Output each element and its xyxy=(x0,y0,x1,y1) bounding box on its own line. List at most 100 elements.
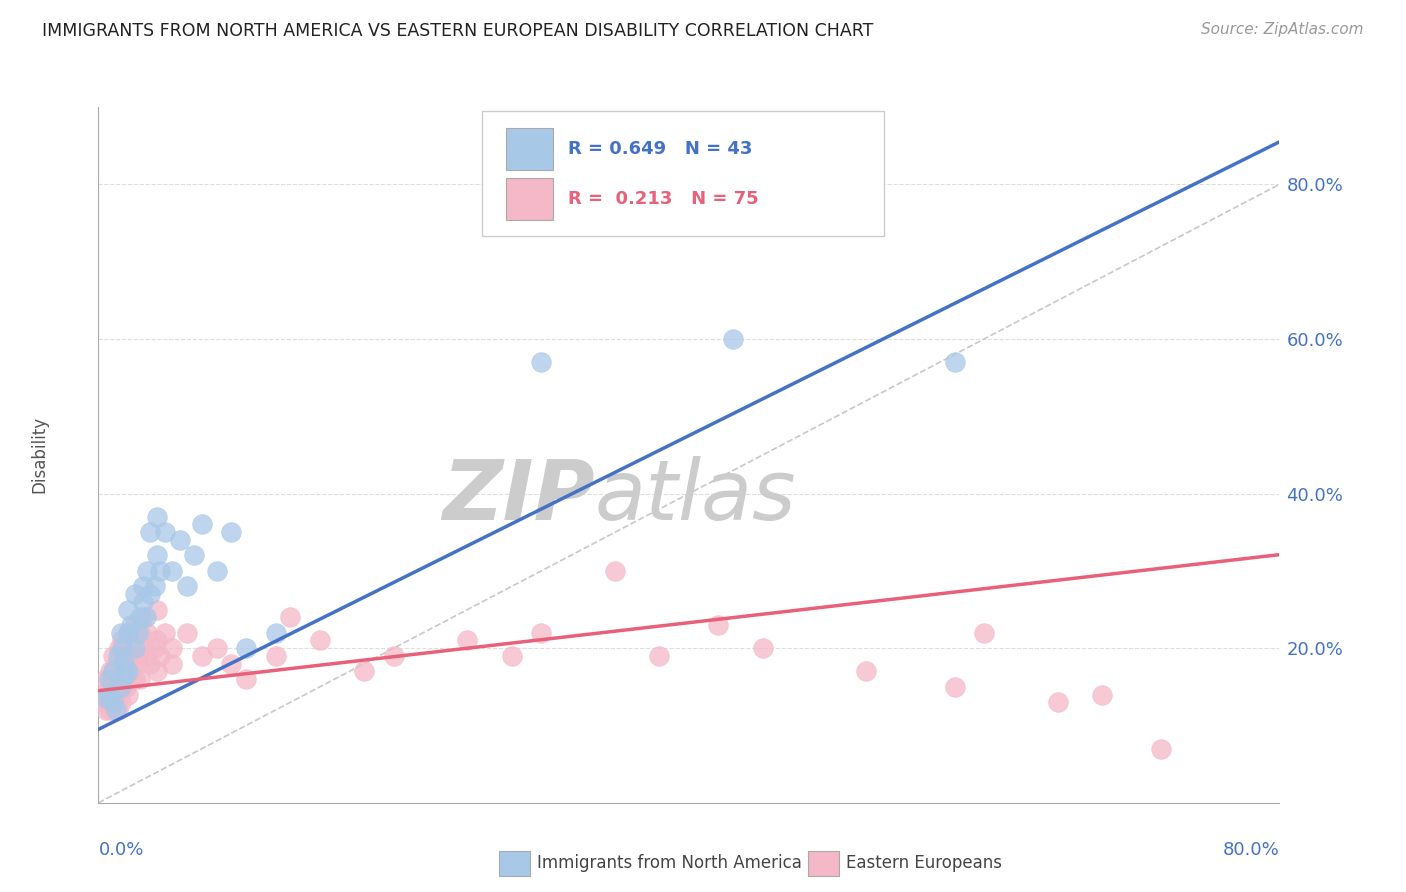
Point xyxy=(97,680,120,694)
Point xyxy=(120,641,142,656)
Point xyxy=(114,668,136,682)
Point xyxy=(143,641,166,656)
Point xyxy=(103,665,125,679)
Text: 80.0%: 80.0% xyxy=(1223,841,1279,859)
Point xyxy=(112,665,135,679)
Point xyxy=(235,641,257,656)
Text: R =  0.213   N = 75: R = 0.213 N = 75 xyxy=(568,190,759,208)
Point xyxy=(98,703,121,717)
Text: Source: ZipAtlas.com: Source: ZipAtlas.com xyxy=(1201,22,1364,37)
Point xyxy=(162,564,183,578)
Point xyxy=(135,648,157,663)
Point xyxy=(98,688,121,702)
Point xyxy=(94,691,117,706)
Point xyxy=(149,648,172,663)
Point xyxy=(219,657,242,671)
Point xyxy=(128,625,150,640)
Point xyxy=(135,610,157,624)
Point xyxy=(110,695,132,709)
Point xyxy=(110,657,132,671)
Point xyxy=(124,648,146,663)
Point xyxy=(143,579,166,593)
Point xyxy=(205,641,228,656)
Point xyxy=(648,648,671,663)
Point xyxy=(97,695,120,709)
Point xyxy=(176,579,198,593)
Point xyxy=(103,648,125,663)
Point xyxy=(605,564,627,578)
Point xyxy=(146,602,169,616)
Point xyxy=(1150,741,1173,756)
Point xyxy=(103,695,125,709)
Point xyxy=(1046,695,1069,709)
Point xyxy=(117,665,139,679)
Point xyxy=(117,657,139,671)
Point xyxy=(117,688,139,702)
Point xyxy=(264,625,287,640)
Point xyxy=(107,672,129,686)
Point xyxy=(751,641,773,656)
Point xyxy=(309,633,332,648)
Point xyxy=(124,672,146,686)
Bar xyxy=(506,178,553,219)
Point xyxy=(264,648,287,663)
Text: 0.0%: 0.0% xyxy=(98,841,143,859)
Point xyxy=(128,610,150,624)
Point xyxy=(107,648,129,663)
Point xyxy=(112,657,135,671)
Point xyxy=(128,672,150,686)
Point xyxy=(103,665,125,679)
Point xyxy=(530,355,553,369)
Point xyxy=(146,665,169,679)
Point xyxy=(456,633,478,648)
Point xyxy=(94,672,117,686)
Point xyxy=(139,525,162,540)
Point xyxy=(139,657,162,671)
Point xyxy=(117,602,139,616)
Point xyxy=(943,680,966,694)
Point xyxy=(146,509,169,524)
Point xyxy=(111,633,134,648)
Point xyxy=(132,641,155,656)
Point xyxy=(136,564,159,578)
Text: Eastern Europeans: Eastern Europeans xyxy=(846,854,1002,871)
Point xyxy=(93,695,115,709)
Point xyxy=(124,587,146,601)
Point xyxy=(176,625,198,640)
Text: IMMIGRANTS FROM NORTH AMERICA VS EASTERN EUROPEAN DISABILITY CORRELATION CHART: IMMIGRANTS FROM NORTH AMERICA VS EASTERN… xyxy=(42,22,873,40)
Point xyxy=(169,533,191,547)
Point xyxy=(723,332,745,346)
Point xyxy=(139,587,162,601)
Point xyxy=(1091,688,1114,702)
Point xyxy=(117,625,139,640)
Point xyxy=(132,579,155,593)
Point xyxy=(107,703,129,717)
Point xyxy=(162,641,183,656)
Point xyxy=(100,672,122,686)
Point xyxy=(98,665,121,679)
Point xyxy=(855,665,877,679)
Point xyxy=(110,680,132,694)
Point xyxy=(111,641,134,656)
Point xyxy=(100,688,122,702)
Point xyxy=(120,618,142,632)
Text: Immigrants from North America: Immigrants from North America xyxy=(537,854,801,871)
Text: R = 0.649   N = 43: R = 0.649 N = 43 xyxy=(568,140,752,158)
Text: atlas: atlas xyxy=(595,456,796,537)
Point xyxy=(382,648,405,663)
Point xyxy=(108,641,131,656)
Point xyxy=(235,672,257,686)
Point xyxy=(278,610,302,624)
Point xyxy=(501,648,523,663)
Point xyxy=(105,657,128,671)
Point xyxy=(91,688,114,702)
Point xyxy=(105,688,128,702)
Point xyxy=(124,641,146,656)
Bar xyxy=(506,128,553,169)
Point xyxy=(153,525,176,540)
Point xyxy=(943,355,966,369)
Point xyxy=(136,625,159,640)
Point xyxy=(114,672,136,686)
Point xyxy=(153,625,176,640)
Point xyxy=(353,665,375,679)
